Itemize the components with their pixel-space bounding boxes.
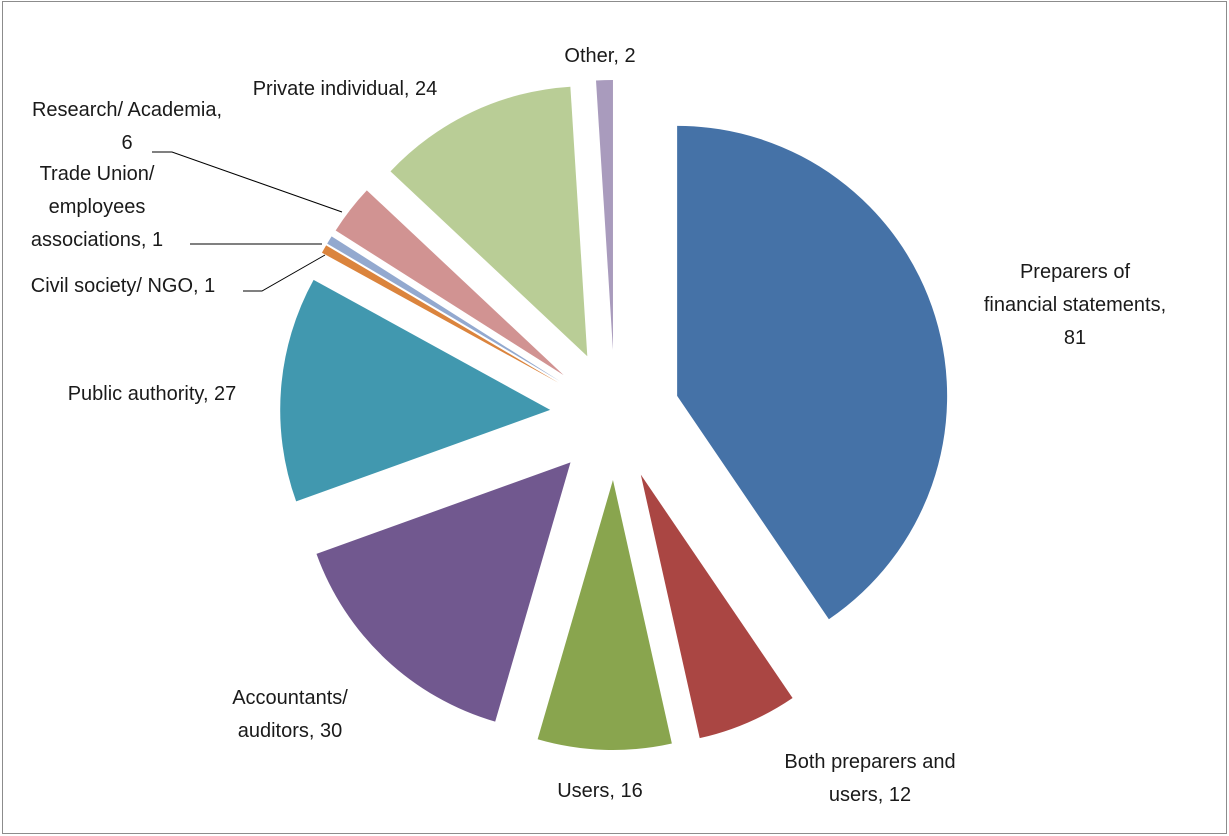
pie-slice-preparers-of-financial-statements xyxy=(677,125,948,620)
data-label-trade-union-employees-associations: Trade Union/employees associations, 1 xyxy=(31,163,163,251)
pie-slices xyxy=(280,80,948,750)
pie-slice-other xyxy=(596,80,613,351)
pie-slice-research-academia xyxy=(335,190,564,376)
data-label-private-individual: Private individual, 24 xyxy=(253,78,438,100)
data-label-public-authority: Public authority, 27 xyxy=(68,383,237,405)
pie-slice-public-authority xyxy=(280,279,551,502)
data-label-preparers-of-financial-statements: Preparers of financial statements, 81 xyxy=(984,261,1166,349)
data-label-civil-society-ngo: Civil society/ NGO, 1 xyxy=(31,275,215,297)
pie-slice-trade-union-employees-associations xyxy=(327,236,560,382)
data-label-accountants-auditors: Accountants/auditors, 30 xyxy=(232,687,348,742)
pie-slice-civil-society-ngo xyxy=(321,245,559,383)
data-label-users: Users, 16 xyxy=(557,780,643,802)
pie-slice-accountants-auditors xyxy=(316,462,571,722)
pie-slice-both-preparers-and-users xyxy=(640,474,793,739)
data-label-other: Other, 2 xyxy=(564,45,635,67)
data-label-both-preparers-and-users: Both preparers and users, 12 xyxy=(784,751,955,806)
data-label-research-academia: Research/ Academia, 6 xyxy=(32,99,222,154)
leader-line-civil-society-ngo xyxy=(243,254,326,292)
pie-slice-users xyxy=(537,479,672,750)
data-labels: Preparers of financial statements, 81 Both … xyxy=(31,45,1166,806)
leader-line-research-academia xyxy=(152,151,343,213)
pie-slice-private-individual xyxy=(390,86,588,357)
leader-lines xyxy=(152,151,343,292)
